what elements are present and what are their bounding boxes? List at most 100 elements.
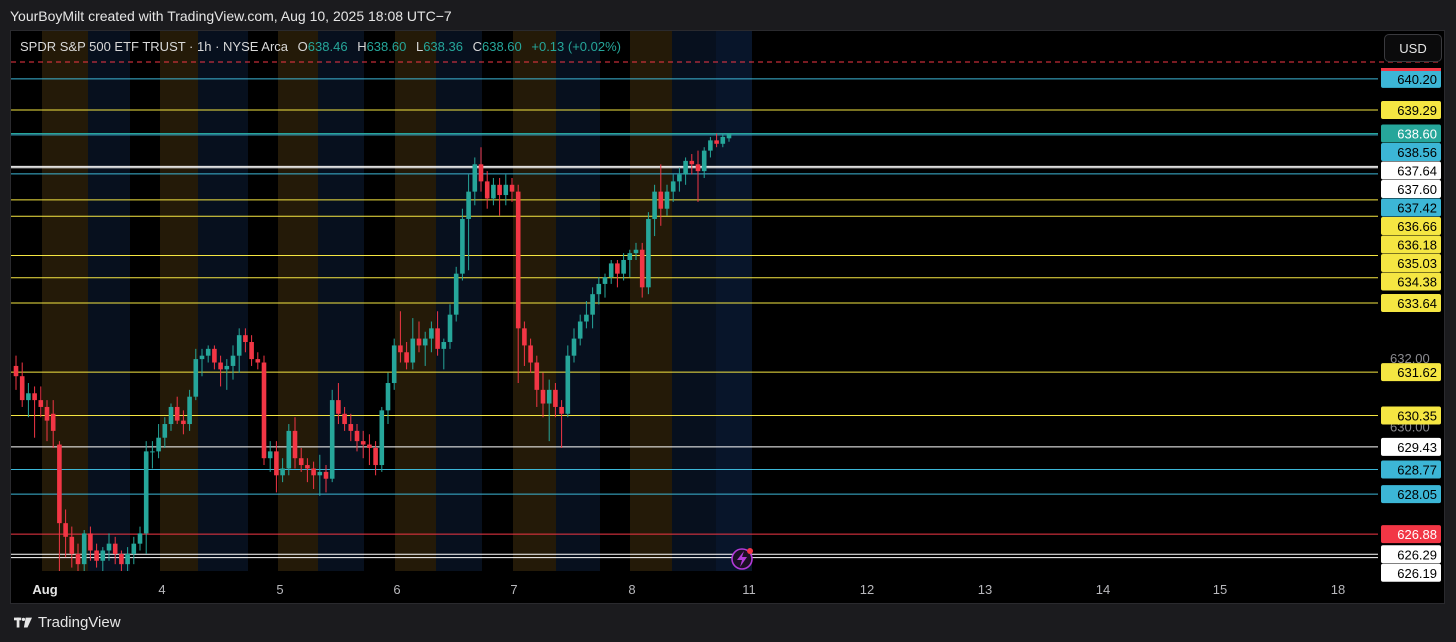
price-axis-label: 632.00 bbox=[1390, 351, 1430, 366]
candle bbox=[329, 389, 335, 483]
time-axis-label: 18 bbox=[1331, 582, 1345, 597]
price-level-label: 636.66 bbox=[1397, 219, 1437, 234]
candle bbox=[491, 177, 496, 206]
candle bbox=[360, 430, 366, 459]
session-band bbox=[436, 31, 482, 571]
price-level-badge bbox=[1381, 235, 1441, 254]
symbol-legend: SPDR S&P 500 ETF TRUST · 1h · NYSE Arca … bbox=[20, 39, 621, 54]
footer: TradingView bbox=[14, 614, 121, 631]
candle bbox=[69, 526, 75, 568]
candle bbox=[63, 509, 68, 558]
candle bbox=[94, 543, 99, 568]
time-axis-label: 7 bbox=[510, 582, 517, 597]
currency-indicator bbox=[1381, 68, 1441, 71]
price-level-label: 636.18 bbox=[1397, 238, 1437, 253]
candle bbox=[534, 355, 540, 407]
candle bbox=[305, 458, 310, 483]
candle bbox=[546, 379, 552, 442]
candle bbox=[540, 372, 546, 418]
session-band bbox=[88, 31, 130, 571]
candle bbox=[150, 441, 155, 469]
price-level-label: 626.19 bbox=[1397, 566, 1437, 581]
candle bbox=[50, 400, 56, 448]
candle bbox=[478, 147, 484, 192]
candle bbox=[181, 410, 186, 435]
close-label: C bbox=[472, 39, 482, 54]
candle bbox=[584, 301, 589, 329]
price-level-label: 629.43 bbox=[1397, 440, 1437, 455]
candle bbox=[720, 133, 726, 148]
candle bbox=[522, 321, 527, 366]
candle bbox=[639, 242, 645, 298]
price-level-label: 638.56 bbox=[1397, 145, 1437, 160]
price-level-badge bbox=[1381, 545, 1441, 564]
candle bbox=[274, 441, 279, 493]
price-level-badge bbox=[1381, 563, 1441, 582]
candle bbox=[88, 526, 93, 561]
candle bbox=[472, 157, 478, 206]
change-value: +0.13 (+0.02%) bbox=[531, 39, 621, 54]
currency-button[interactable]: USD bbox=[1384, 34, 1442, 62]
candle bbox=[342, 406, 347, 431]
price-level-label: 640.20 bbox=[1397, 72, 1437, 87]
price-level-badge bbox=[1381, 406, 1441, 425]
candle bbox=[466, 174, 471, 271]
candle bbox=[391, 338, 397, 390]
candle bbox=[571, 328, 577, 363]
close-value: 638.60 bbox=[481, 39, 522, 54]
price-level-badge bbox=[1381, 437, 1441, 456]
candle bbox=[137, 526, 143, 551]
price-level-label: 638.60 bbox=[1397, 127, 1437, 142]
candle bbox=[652, 184, 657, 237]
price-level-badge bbox=[1381, 485, 1441, 504]
candle bbox=[553, 383, 558, 418]
candle bbox=[515, 184, 521, 384]
low-label: L bbox=[415, 39, 424, 54]
candle bbox=[255, 352, 261, 370]
price-level-badge bbox=[1381, 198, 1441, 217]
candle bbox=[100, 547, 106, 571]
candle bbox=[311, 461, 316, 489]
candle bbox=[714, 133, 719, 148]
candle bbox=[528, 338, 533, 373]
candle bbox=[354, 424, 360, 452]
candle bbox=[26, 383, 31, 418]
candle bbox=[398, 311, 403, 363]
candle bbox=[131, 536, 137, 565]
candle bbox=[187, 389, 192, 431]
candle bbox=[385, 372, 391, 425]
time-axis-label: 15 bbox=[1213, 582, 1227, 597]
candle bbox=[298, 447, 304, 472]
candle bbox=[565, 345, 571, 418]
candle bbox=[286, 424, 292, 476]
candle bbox=[701, 147, 707, 178]
price-level-badge bbox=[1381, 460, 1441, 479]
candle bbox=[404, 342, 409, 370]
price-level-badge bbox=[1381, 363, 1441, 382]
candle bbox=[689, 154, 695, 175]
session-band bbox=[198, 31, 248, 571]
candle bbox=[317, 454, 323, 496]
price-level-badge bbox=[1381, 272, 1441, 291]
candle bbox=[416, 321, 422, 353]
candle bbox=[81, 529, 87, 571]
price-level-label: 626.29 bbox=[1397, 547, 1437, 562]
candle bbox=[336, 383, 341, 425]
candle bbox=[683, 157, 688, 185]
price-level-label: 637.42 bbox=[1397, 201, 1437, 216]
price-level-badge bbox=[1381, 100, 1441, 119]
time-axis-label: 8 bbox=[628, 582, 635, 597]
lightning-icon[interactable] bbox=[731, 548, 753, 570]
session-band bbox=[278, 31, 318, 571]
candle bbox=[32, 386, 37, 438]
candle bbox=[670, 174, 676, 202]
price-level-label: 628.05 bbox=[1397, 487, 1437, 502]
price-level-label: 626.88 bbox=[1397, 527, 1437, 542]
candle bbox=[44, 400, 50, 442]
price-level-badge bbox=[1381, 180, 1441, 199]
candle bbox=[174, 396, 180, 425]
session-band bbox=[42, 31, 88, 571]
candle bbox=[193, 348, 199, 401]
candle bbox=[453, 266, 459, 322]
